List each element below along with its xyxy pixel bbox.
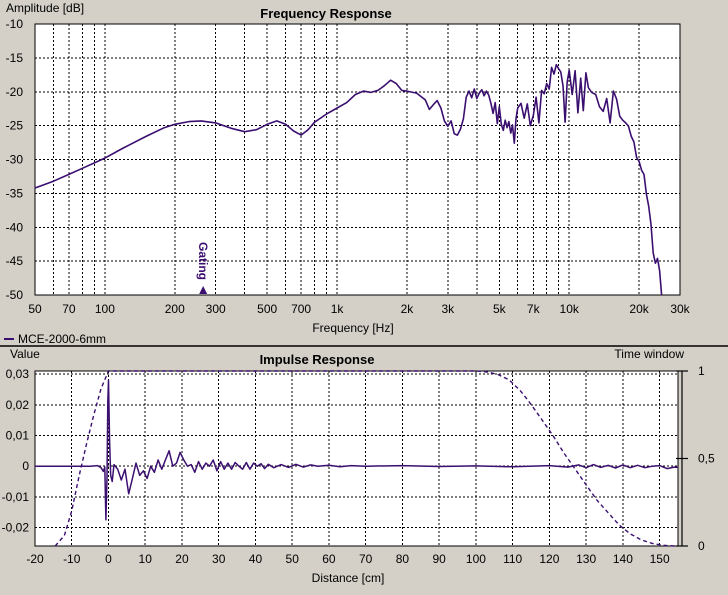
impulse-x-tick-label: 150 xyxy=(650,552,670,566)
impulse-x-tick-label: 40 xyxy=(249,552,263,566)
gating-marker-label: Gating xyxy=(196,242,210,280)
frequency-x-tick-label: 10k xyxy=(560,302,580,316)
frequency-y-tick-label: -15 xyxy=(6,51,24,65)
impulse-x-tick-label: 80 xyxy=(396,552,410,566)
frequency-response-curve xyxy=(34,63,663,296)
impulse-plot-area xyxy=(35,371,678,546)
frequency-x-tick-label: 200 xyxy=(165,302,185,316)
impulse-x-tick-label: 30 xyxy=(212,552,226,566)
impulse-x-axis-label: Distance [cm] xyxy=(312,571,385,585)
frequency-y-tick-label: -30 xyxy=(6,153,24,167)
impulse-y-tick-label: -0,01 xyxy=(2,490,30,504)
impulse-y-axis-label: Value xyxy=(10,347,40,361)
time-window-tick-label: 0,5 xyxy=(698,452,715,466)
impulse-x-tick-label: -20 xyxy=(26,552,44,566)
frequency-x-tick-label: 3k xyxy=(441,302,455,316)
impulse-x-tick-label: 70 xyxy=(359,552,373,566)
frequency-y-tick-label: -45 xyxy=(6,254,24,268)
frequency-y-tick-label: -10 xyxy=(6,17,24,31)
frequency-y-tick-label: -35 xyxy=(6,186,24,200)
impulse-x-tick-label: -10 xyxy=(63,552,81,566)
frequency-x-tick-label: 30k xyxy=(670,302,690,316)
frequency-x-tick-label: 70 xyxy=(62,302,76,316)
frequency-x-tick-label: 20k xyxy=(629,302,649,316)
frequency-x-axis-label: Frequency [Hz] xyxy=(312,321,393,335)
frequency-y-axis-label: Amplitude [dB] xyxy=(6,1,84,15)
frequency-x-tick-label: 5k xyxy=(493,302,507,316)
frequency-x-tick-label: 300 xyxy=(206,302,226,316)
impulse-x-tick-label: 60 xyxy=(322,552,336,566)
impulse-x-tick-label: 20 xyxy=(175,552,189,566)
time-window-axis-label: Time window xyxy=(614,347,684,361)
frequency-y-tick-label: -25 xyxy=(6,119,24,133)
frequency-x-tick-label: 1k xyxy=(331,302,345,316)
frequency-y-tick-label: -20 xyxy=(6,85,24,99)
time-window-tick-label: 1 xyxy=(698,364,705,378)
frequency-x-tick-label: 700 xyxy=(291,302,311,316)
frequency-x-tick-label: 7k xyxy=(527,302,541,316)
frequency-chart-title: Frequency Response xyxy=(260,6,392,21)
frequency-y-tick-label: -50 xyxy=(6,288,24,302)
impulse-y-tick-label: 0,02 xyxy=(6,398,30,412)
impulse-chart-title: Impulse Response xyxy=(260,352,375,367)
frequency-plot-frame xyxy=(34,23,681,296)
time-window-curve xyxy=(54,370,675,547)
impulse-x-tick-label: 90 xyxy=(432,552,446,566)
impulse-y-tick-label: 0,03 xyxy=(6,367,30,381)
time-window-tick-label: 0 xyxy=(698,539,705,553)
impulse-y-tick-label: -0,02 xyxy=(2,521,30,535)
frequency-x-tick-label: 100 xyxy=(95,302,115,316)
frequency-x-tick-label: 2k xyxy=(401,302,415,316)
impulse-y-tick-label: 0 xyxy=(22,459,29,473)
impulse-x-tick-label: 120 xyxy=(539,552,559,566)
impulse-y-tick-label: 0,01 xyxy=(6,428,30,442)
legend-entry: MCE-2000-6mm xyxy=(18,332,106,346)
impulse-x-tick-label: 140 xyxy=(613,552,633,566)
impulse-x-tick-label: 100 xyxy=(466,552,486,566)
frequency-x-tick-label: 50 xyxy=(28,302,42,316)
impulse-x-tick-label: 50 xyxy=(286,552,300,566)
impulse-x-tick-label: 10 xyxy=(139,552,153,566)
gating-marker-icon xyxy=(199,286,208,294)
impulse-x-tick-label: 110 xyxy=(503,552,522,566)
frequency-x-tick-label: 500 xyxy=(257,302,277,316)
impulse-x-tick-label: 130 xyxy=(576,552,596,566)
frequency-y-tick-label: -40 xyxy=(6,220,24,234)
impulse-x-tick-label: 0 xyxy=(105,552,112,566)
